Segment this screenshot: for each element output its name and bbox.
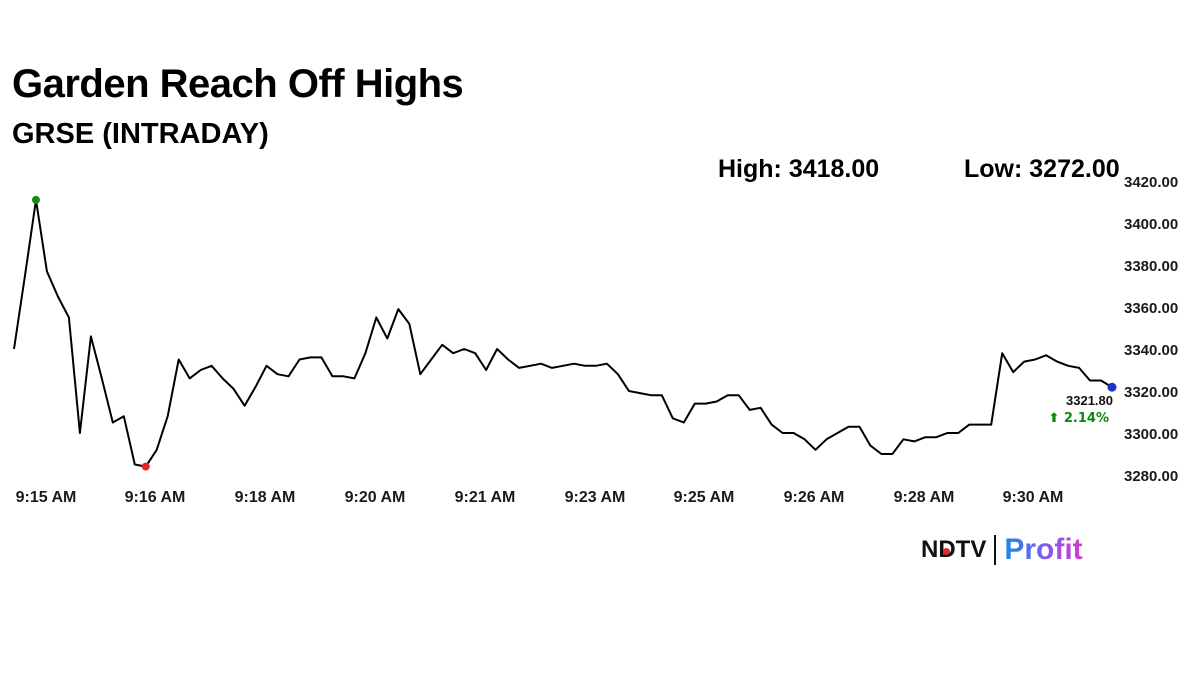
logo-red-dot	[943, 548, 950, 555]
price-change-label: ⬆ 2.14%	[1048, 411, 1109, 426]
y-tick-label: 3340.00	[1124, 342, 1178, 359]
x-tick-label: 9:18 AM	[235, 489, 296, 506]
x-tick-label: 9:20 AM	[345, 489, 406, 506]
x-tick-label: 9:16 AM	[125, 489, 186, 506]
y-tick-label: 3360.00	[1124, 300, 1178, 317]
high-marker	[31, 195, 40, 204]
chart-title: Garden Reach Off Highs	[12, 62, 464, 106]
last-price-label: 3321.80	[1066, 393, 1113, 408]
ndtv-profit-logo: NDTV Profit	[921, 533, 1083, 567]
last-price-marker	[1107, 382, 1117, 392]
high-value: High: 3418.00	[718, 155, 880, 183]
low-marker	[141, 462, 150, 471]
logo-profit-text: Profit	[1004, 533, 1083, 566]
x-tick-label: 9:28 AM	[894, 489, 955, 506]
price-line	[13, 198, 1113, 468]
x-tick-label: 9:30 AM	[1003, 489, 1064, 506]
x-tick-label: 9:23 AM	[565, 489, 626, 506]
y-tick-label: 3380.00	[1124, 258, 1178, 275]
x-tick-label: 9:21 AM	[455, 489, 516, 506]
logo-ndtv-text: NDTV	[921, 536, 987, 563]
chart-subtitle: GRSE (INTRADAY)	[12, 118, 269, 150]
low-value: Low: 3272.00	[964, 155, 1120, 183]
y-tick-label: 3300.00	[1124, 426, 1178, 443]
y-tick-label: 3280.00	[1124, 468, 1178, 485]
x-tick-label: 9:26 AM	[784, 489, 845, 506]
y-tick-label: 3400.00	[1124, 216, 1178, 233]
logo-divider	[994, 535, 997, 565]
x-tick-label: 9:25 AM	[674, 489, 735, 506]
x-tick-label: 9:15 AM	[16, 489, 77, 506]
y-tick-label: 3320.00	[1124, 384, 1178, 401]
y-tick-label: 3420.00	[1124, 174, 1178, 191]
